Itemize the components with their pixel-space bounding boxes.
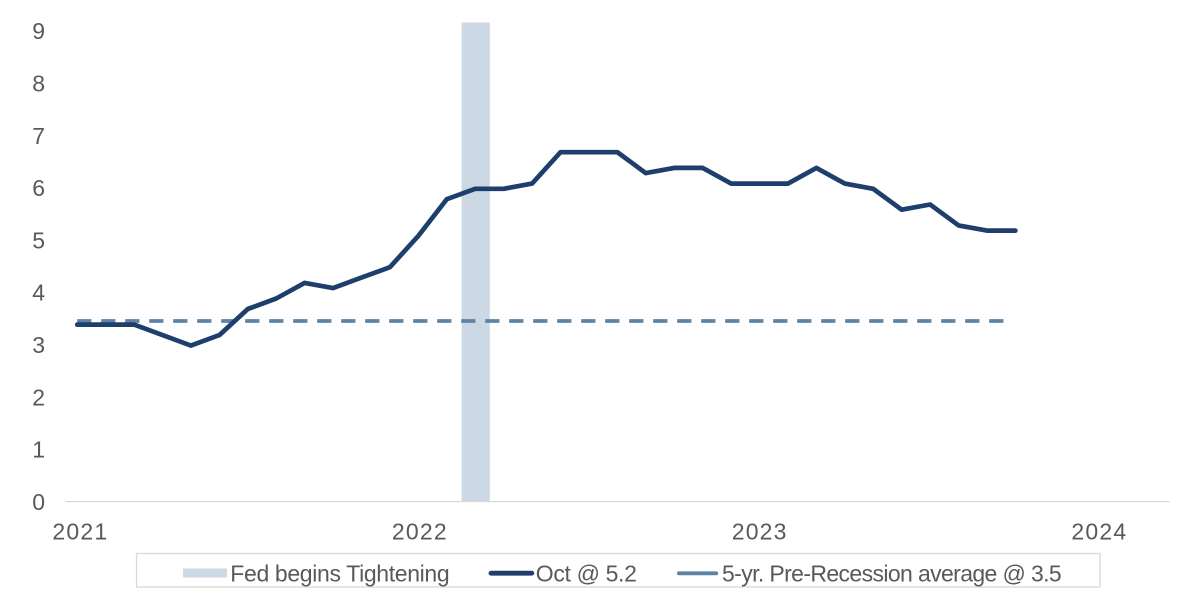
svg-text:3: 3 [32, 332, 45, 358]
svg-text:2024: 2024 [1071, 519, 1127, 545]
svg-text:2023: 2023 [732, 519, 788, 545]
svg-text:2021: 2021 [52, 519, 108, 545]
svg-text:5-yr. Pre-Recession average @: 5-yr. Pre-Recession average @ 3.5 [722, 561, 1061, 587]
svg-text:8: 8 [32, 71, 45, 97]
svg-text:2: 2 [32, 384, 45, 410]
svg-text:1: 1 [32, 437, 45, 463]
svg-text:0: 0 [32, 489, 45, 515]
svg-text:2022: 2022 [392, 519, 448, 545]
svg-text:5: 5 [32, 227, 45, 253]
svg-text:Fed begins Tightening: Fed begins Tightening [230, 561, 449, 587]
svg-text:Oct @ 5.2: Oct @ 5.2 [536, 561, 637, 587]
svg-text:9: 9 [32, 18, 45, 44]
svg-text:7: 7 [32, 123, 45, 149]
svg-text:4: 4 [32, 280, 45, 306]
svg-text:6: 6 [32, 175, 45, 201]
